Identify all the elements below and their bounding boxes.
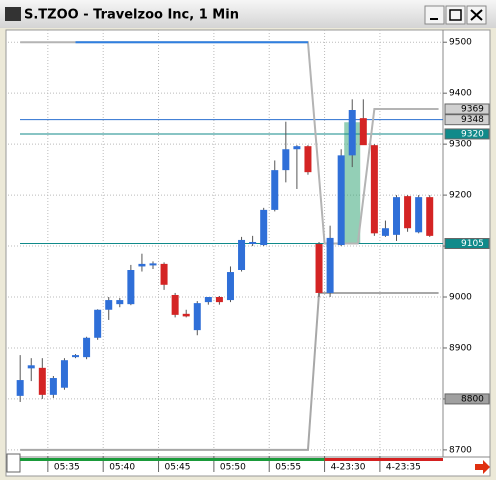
candle-body	[282, 149, 290, 171]
price-marker	[444, 103, 490, 115]
candle-body	[326, 237, 334, 293]
x-tick-label: 4-23:35	[386, 463, 421, 473]
x-tick-label: 05:55	[275, 463, 301, 473]
window-title: S.TZOO - Travelzoo Inc, 1 Min	[24, 8, 239, 23]
title-bar	[0, 0, 496, 28]
candle-body	[38, 367, 46, 395]
highlight	[344, 122, 361, 243]
candle-body	[337, 155, 345, 246]
candle-body	[426, 197, 434, 236]
candle-body	[238, 239, 246, 271]
app-icon	[5, 7, 21, 21]
candle-body	[415, 197, 423, 233]
scroll-box[interactable]	[6, 453, 21, 473]
x-tick-label: 05:45	[165, 463, 191, 473]
y-tick-label: 9500	[449, 38, 472, 48]
candle-body	[260, 209, 268, 246]
price-marker-label: 8800	[461, 394, 484, 404]
y-tick-label: 8900	[449, 343, 472, 353]
candle-body	[348, 110, 356, 156]
price-marker	[444, 114, 490, 126]
candle-body	[27, 365, 35, 369]
icon	[470, 9, 483, 21]
candle-body	[370, 145, 378, 234]
candle-body	[193, 303, 201, 331]
candle-body	[381, 228, 389, 236]
candle-body	[315, 244, 323, 293]
y-tick-label: 9200	[449, 191, 472, 201]
maximize-button[interactable]	[445, 5, 466, 25]
candle-body	[359, 118, 367, 146]
candle-body	[49, 378, 57, 395]
candle-body	[83, 337, 91, 358]
candle-body	[160, 263, 168, 285]
x-tick-label: 05:35	[54, 463, 80, 473]
x-tick-label: 4-23:30	[331, 463, 366, 473]
candle-body	[304, 146, 312, 173]
price-marker	[444, 238, 490, 250]
candle-body	[60, 360, 68, 388]
price-marker-label: 9105	[461, 239, 484, 249]
candle-body	[127, 270, 135, 305]
price-marker-label: 9348	[461, 115, 484, 125]
window-buttons[interactable]	[424, 5, 487, 25]
session-strip	[324, 458, 443, 461]
candle-body	[271, 170, 279, 210]
candle-body	[404, 196, 412, 229]
indicator-line	[20, 291, 439, 451]
candle-body	[249, 241, 257, 245]
candle-body	[138, 263, 146, 267]
y-tick-label: 9400	[449, 89, 472, 99]
candle-body	[393, 197, 401, 235]
icon	[449, 9, 462, 21]
candle-body	[105, 300, 113, 310]
candle-body	[204, 297, 212, 303]
price-marker	[444, 393, 490, 405]
candle-body	[182, 313, 190, 317]
x-tick-label: 05:40	[109, 463, 135, 473]
scroll-arrow[interactable]	[475, 460, 490, 474]
chart-frame	[5, 29, 491, 477]
candle-body	[149, 263, 157, 266]
x-tick-label: 05:50	[220, 463, 246, 473]
price-marker-label: 9369	[461, 104, 484, 114]
y-tick-label: 9300	[449, 140, 472, 150]
session-strip	[20, 458, 325, 461]
candle-body	[226, 272, 234, 301]
y-tick-label: 9000	[449, 293, 472, 303]
minimize-button[interactable]	[424, 5, 445, 25]
candle-body	[94, 309, 102, 338]
candle-body	[16, 380, 24, 396]
candle-body	[171, 294, 179, 315]
price-marker	[444, 128, 490, 140]
candle-body	[116, 300, 124, 305]
y-tick-label: 8700	[449, 445, 472, 455]
price-marker-label: 9320	[461, 129, 484, 139]
candle-body	[293, 146, 301, 150]
candle-body	[72, 355, 80, 358]
candle-body	[215, 297, 223, 303]
